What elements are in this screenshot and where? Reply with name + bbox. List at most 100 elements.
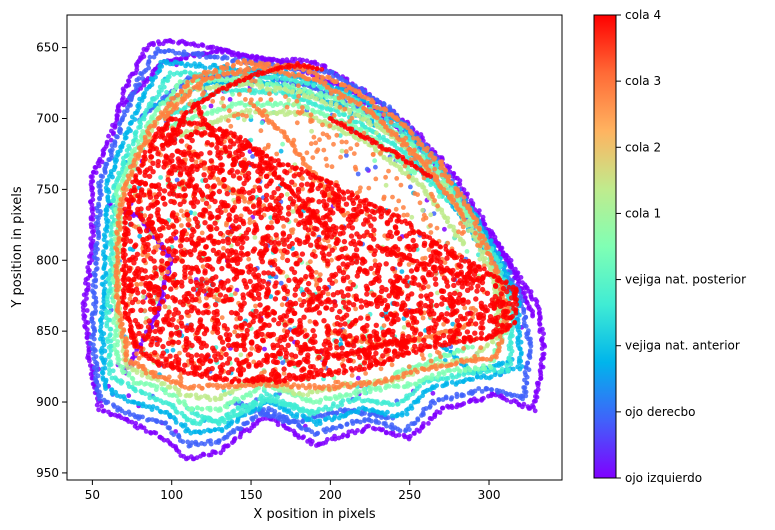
data-point xyxy=(90,288,95,294)
data-point xyxy=(401,325,407,330)
data-point xyxy=(422,389,428,394)
data-point xyxy=(533,389,539,394)
data-point xyxy=(176,432,181,438)
data-point xyxy=(177,438,183,443)
data-point xyxy=(526,367,532,373)
data-point xyxy=(522,385,528,391)
data-point xyxy=(447,352,452,358)
data-point xyxy=(374,130,379,136)
data-point xyxy=(532,408,538,414)
data-point xyxy=(83,280,88,286)
data-point xyxy=(136,101,142,107)
data-point xyxy=(414,427,420,433)
data-point xyxy=(138,388,144,394)
data-point xyxy=(90,282,96,288)
data-point xyxy=(428,212,434,218)
data-point xyxy=(155,105,161,111)
data-point xyxy=(454,394,460,400)
data-point xyxy=(309,128,314,134)
data-point xyxy=(201,428,207,434)
data-point xyxy=(304,58,310,64)
data-point xyxy=(108,359,113,365)
data-point xyxy=(537,321,542,326)
data-point xyxy=(147,54,153,60)
data-point xyxy=(89,179,94,184)
data-point xyxy=(536,306,542,312)
data-point xyxy=(104,308,109,314)
data-point xyxy=(395,401,401,407)
data-point xyxy=(84,291,89,297)
data-point xyxy=(524,380,530,386)
data-point xyxy=(160,100,166,105)
data-point xyxy=(90,324,96,330)
data-point xyxy=(396,369,402,375)
data-point xyxy=(111,402,116,408)
data-point xyxy=(319,93,325,98)
data-point xyxy=(84,335,90,340)
data-point xyxy=(156,39,161,45)
data-point xyxy=(336,415,342,421)
data-point xyxy=(115,113,120,119)
data-point xyxy=(176,50,182,56)
data-point xyxy=(454,404,459,410)
data-point xyxy=(103,216,109,222)
data-point xyxy=(533,394,538,399)
data-point xyxy=(362,89,368,95)
data-point xyxy=(170,39,176,45)
data-point xyxy=(427,353,433,358)
data-point xyxy=(102,261,108,266)
data-point xyxy=(379,401,385,406)
data-point xyxy=(249,416,255,421)
data-point xyxy=(170,88,176,94)
data-point xyxy=(104,224,110,230)
data-point xyxy=(169,430,175,436)
data-point xyxy=(329,436,335,442)
data-point xyxy=(334,72,340,78)
data-point xyxy=(126,82,132,88)
data-point xyxy=(249,83,255,88)
data-point xyxy=(525,300,530,306)
data-point xyxy=(500,360,506,366)
data-point xyxy=(270,57,276,63)
data-point xyxy=(427,405,433,410)
data-point xyxy=(92,346,97,352)
data-point xyxy=(231,50,237,56)
data-point xyxy=(105,194,111,200)
data-point xyxy=(280,141,285,147)
data-point xyxy=(178,72,183,78)
data-point xyxy=(522,389,527,395)
data-point xyxy=(168,441,173,447)
data-point xyxy=(326,410,332,416)
data-point xyxy=(152,103,158,109)
data-point xyxy=(250,154,256,159)
data-point xyxy=(193,441,199,447)
data-point xyxy=(150,417,155,422)
data-point xyxy=(195,43,201,49)
data-point xyxy=(314,443,319,448)
data-point xyxy=(523,323,529,329)
data-point xyxy=(277,405,283,411)
data-point xyxy=(223,391,228,397)
data-point xyxy=(368,122,374,128)
data-point xyxy=(106,352,112,358)
data-point xyxy=(321,427,327,433)
data-point xyxy=(192,211,198,217)
data-point xyxy=(237,434,243,440)
data-point xyxy=(521,401,527,407)
data-point xyxy=(359,429,365,435)
data-point xyxy=(538,376,543,382)
data-point xyxy=(351,390,357,396)
data-point xyxy=(440,397,446,402)
data-point xyxy=(129,399,135,405)
data-point xyxy=(525,360,530,366)
data-point xyxy=(213,397,219,403)
data-point xyxy=(185,439,191,445)
data-point xyxy=(200,51,205,56)
data-point xyxy=(315,62,320,67)
data-point xyxy=(115,134,120,140)
data-point xyxy=(412,170,417,176)
data-point xyxy=(161,84,167,90)
data-point xyxy=(287,420,292,425)
data-point xyxy=(212,427,218,432)
